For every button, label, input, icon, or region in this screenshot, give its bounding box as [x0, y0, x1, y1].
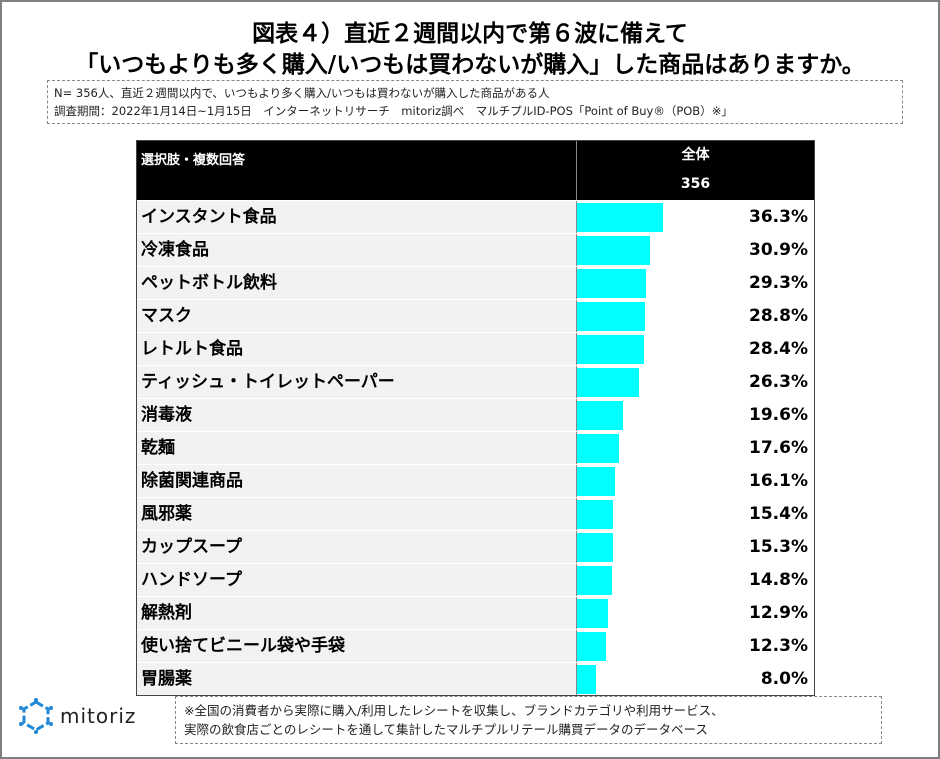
row-value-cell: 19.6% [577, 399, 814, 431]
data-label: 26.3% [749, 372, 808, 392]
table-row: ハンドソープ 14.8% [137, 563, 814, 596]
bar [577, 269, 647, 298]
bar [577, 599, 608, 628]
table-row: ペットボトル飲料 29.3% [137, 266, 814, 299]
table-row: 冷凍食品 30.9% [137, 233, 814, 266]
data-label: 15.3% [749, 537, 808, 557]
row-value-cell: 17.6% [577, 432, 814, 464]
bar [577, 434, 619, 463]
row-label: 風邪薬 [137, 498, 577, 530]
bar [577, 335, 645, 364]
mitoriz-logo: mitoriz [18, 698, 136, 734]
data-label: 17.6% [749, 438, 808, 458]
bar [577, 665, 596, 694]
row-value-cell: 28.4% [577, 333, 814, 365]
row-label: 除菌関連商品 [137, 465, 577, 497]
note-line-2: 調査期間：2022年1月14日~1月15日 インターネットリサーチ mitori… [54, 104, 733, 118]
table-row: 胃腸薬 8.0% [137, 662, 814, 695]
footer-line-2: 実際の飲食店ごとのレシートを通して集計したマルチプルリテール購買データのデータベ… [184, 722, 708, 737]
row-value-cell: 12.9% [577, 597, 814, 629]
bar [577, 203, 664, 232]
data-label: 12.9% [749, 603, 808, 623]
row-label: カップスープ [137, 531, 577, 563]
row-label: ティッシュ・トイレットペーパー [137, 366, 577, 398]
row-value-cell: 29.3% [577, 267, 814, 299]
header-total: 全体 356 [577, 141, 814, 200]
logo-icon [19, 698, 53, 734]
table-row: カップスープ 15.3% [137, 530, 814, 563]
data-label: 15.4% [749, 504, 808, 524]
bar [577, 401, 624, 430]
row-label: 消毒液 [137, 399, 577, 431]
row-value-cell: 28.8% [577, 300, 814, 332]
column-n: 356 [680, 176, 711, 192]
data-label: 19.6% [749, 405, 808, 425]
data-label: 28.8% [749, 306, 808, 326]
row-value-cell: 16.1% [577, 465, 814, 497]
table-row: 乾麺 17.6% [137, 431, 814, 464]
row-value-cell: 8.0% [577, 663, 814, 695]
bar [577, 632, 607, 661]
data-label: 12.3% [749, 636, 808, 656]
title-line-1: 図表４）直近２週間以内で第６波に備えて [252, 21, 688, 47]
data-label: 14.8% [749, 570, 808, 590]
bar [577, 566, 613, 595]
header-label: 選択肢・複数回答 [137, 141, 577, 200]
row-value-cell: 26.3% [577, 366, 814, 398]
table-row: インスタント食品 36.3% [137, 200, 814, 233]
table-row: 風邪薬 15.4% [137, 497, 814, 530]
table-row: 使い捨てビニール袋や手袋 12.3% [137, 629, 814, 662]
table-row: 除菌関連商品 16.1% [137, 464, 814, 497]
data-label: 28.4% [749, 339, 808, 359]
bar [577, 533, 614, 562]
row-label: インスタント食品 [137, 201, 577, 233]
title-line-2: 「いつもよりも多く購入/いつもは買わないが購入」した商品はありますか。 [75, 52, 865, 78]
bar [577, 368, 640, 397]
row-value-cell: 30.9% [577, 234, 814, 266]
row-value-cell: 15.4% [577, 498, 814, 530]
bar [577, 467, 616, 496]
row-label: 冷凍食品 [137, 234, 577, 266]
row-label: マスク [137, 300, 577, 332]
data-label: 16.1% [749, 471, 808, 491]
table-row: マスク 28.8% [137, 299, 814, 332]
table-row: レトルト食品 28.4% [137, 332, 814, 365]
row-value-cell: 14.8% [577, 564, 814, 596]
row-value-cell: 36.3% [577, 201, 814, 233]
results-table: 選択肢・複数回答 全体 356 インスタント食品 36.3% 冷凍食品 30.9%… [136, 140, 815, 696]
data-label: 29.3% [749, 273, 808, 293]
row-label: 解熱剤 [137, 597, 577, 629]
row-label: ハンドソープ [137, 564, 577, 596]
table-row: 解熱剤 12.9% [137, 596, 814, 629]
row-value-cell: 12.3% [577, 630, 814, 662]
row-value-cell: 15.3% [577, 531, 814, 563]
data-label: 8.0% [760, 669, 808, 689]
table-header: 選択肢・複数回答 全体 356 [137, 141, 814, 200]
data-label: 36.3% [749, 207, 808, 227]
row-label: 使い捨てビニール袋や手袋 [137, 630, 577, 662]
row-label: レトルト食品 [137, 333, 577, 365]
footer-note: ※全国の消費者から実際に購入/利用したレシートを収集し、ブランドカテゴリや利用サ… [175, 696, 882, 744]
logo-text: mitoriz [60, 704, 137, 728]
bar [577, 236, 651, 265]
row-label: ペットボトル飲料 [137, 267, 577, 299]
row-label: 胃腸薬 [137, 663, 577, 695]
table-row: 消毒液 19.6% [137, 398, 814, 431]
bar [577, 302, 646, 331]
bar [577, 500, 614, 529]
row-label: 乾麺 [137, 432, 577, 464]
footer-line-1: ※全国の消費者から実際に購入/利用したレシートを収集し、ブランドカテゴリや利用サ… [184, 703, 724, 718]
data-label: 30.9% [749, 240, 808, 260]
note-line-1: N= 356人、直近２週間以内で、いつもより多く購入/いつもは買わないが購入した… [54, 86, 550, 100]
table-row: ティッシュ・トイレットペーパー 26.3% [137, 365, 814, 398]
survey-note: N= 356人、直近２週間以内で、いつもより多く購入/いつもは買わないが購入した… [47, 80, 903, 124]
column-header: 全体 [681, 147, 710, 163]
